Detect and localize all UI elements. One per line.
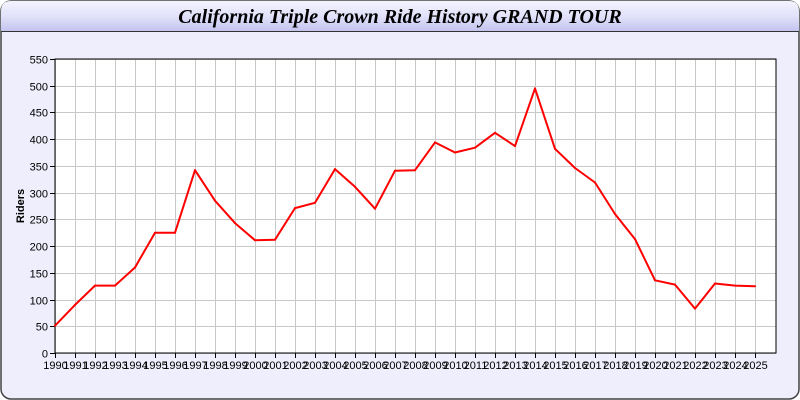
x-tick-label: 2021 xyxy=(663,360,687,372)
data-point xyxy=(554,147,556,150)
x-tick-label: 1992 xyxy=(83,360,107,372)
data-point xyxy=(654,279,656,282)
x-tick-label: 2024 xyxy=(723,360,747,372)
x-tick-label: 2004 xyxy=(323,360,347,372)
data-point xyxy=(134,266,136,269)
data-point xyxy=(194,169,196,172)
x-tick-label: 1993 xyxy=(103,360,127,372)
data-point xyxy=(734,284,736,287)
series-line xyxy=(54,87,756,327)
data-point xyxy=(634,238,636,241)
data-point xyxy=(174,231,176,234)
x-tick-label: 2025 xyxy=(743,360,767,372)
data-point xyxy=(114,284,116,287)
x-tick-label: 2012 xyxy=(483,360,507,372)
plot-border xyxy=(54,58,777,354)
y-tick-label: 50 xyxy=(36,322,48,334)
data-point xyxy=(154,231,156,234)
data-point xyxy=(594,181,596,184)
x-tick-label: 2017 xyxy=(583,360,607,372)
data-point xyxy=(394,169,396,172)
y-tick-label: 200 xyxy=(30,242,48,254)
series-layer xyxy=(54,87,756,327)
x-tick-label: 1997 xyxy=(183,360,207,372)
x-tick-label: 2008 xyxy=(403,360,427,372)
data-point xyxy=(614,213,616,215)
y-tick-label: 300 xyxy=(30,189,48,201)
y-tick-label: 500 xyxy=(30,82,48,94)
x-tick-label: 2001 xyxy=(263,360,287,372)
y-axis: 0 50 100 150 200 250 300 350 400 450 500 550 xyxy=(30,55,55,361)
x-tick-label: 2011 xyxy=(464,360,488,372)
x-tick-label: 1996 xyxy=(163,360,187,372)
y-tick-label: 150 xyxy=(30,269,48,281)
x-tick-label: 1990 xyxy=(43,360,67,372)
x-tick-label: 2023 xyxy=(703,360,727,372)
data-point xyxy=(214,199,216,202)
y-tick-label: 350 xyxy=(30,162,48,174)
data-point xyxy=(694,307,696,310)
grid xyxy=(55,59,776,354)
x-tick-label: 1995 xyxy=(143,360,167,372)
data-point xyxy=(374,207,376,210)
data-point xyxy=(274,238,276,241)
x-tick-label: 2002 xyxy=(283,360,307,372)
x-tick-label: 2020 xyxy=(643,360,667,372)
x-tick-label: 2014 xyxy=(523,360,547,372)
x-tick-label: 1991 xyxy=(63,360,87,372)
data-point xyxy=(494,131,496,134)
title-bar xyxy=(1,1,799,31)
x-axis: 1990199119921993199419951996199719981999… xyxy=(43,353,768,372)
data-point xyxy=(434,141,436,144)
data-point xyxy=(354,185,356,188)
x-tick-label: 2013 xyxy=(503,360,527,372)
x-tick-label: 2010 xyxy=(443,360,467,372)
x-tick-label: 2000 xyxy=(243,360,267,372)
y-tick-label: 400 xyxy=(30,135,48,147)
data-point xyxy=(74,303,76,306)
data-point xyxy=(254,239,256,242)
y-tick-label: 450 xyxy=(30,108,48,120)
data-point xyxy=(574,167,576,169)
x-tick-label: 2005 xyxy=(343,360,367,372)
x-tick-label: 2003 xyxy=(303,360,327,372)
x-tick-label: 1994 xyxy=(123,360,147,372)
y-axis-label: Riders xyxy=(15,189,27,223)
y-tick-label: 0 xyxy=(42,349,48,361)
data-point xyxy=(514,145,516,148)
data-point xyxy=(294,207,296,210)
x-tick-label: 2009 xyxy=(423,360,447,372)
data-point xyxy=(54,324,56,327)
x-tick-label: 2007 xyxy=(383,360,407,372)
y-tick-label: 250 xyxy=(30,215,48,227)
data-point xyxy=(234,222,236,225)
x-tick-label: 2018 xyxy=(603,360,627,372)
x-tick-label: 2016 xyxy=(563,360,587,372)
y-tick-label: 100 xyxy=(30,296,48,308)
data-point xyxy=(334,168,336,171)
x-tick-label: 2019 xyxy=(623,360,647,372)
data-point xyxy=(414,169,416,172)
x-tick-label: 1998 xyxy=(203,360,227,372)
data-point xyxy=(474,146,476,149)
data-point xyxy=(454,151,456,154)
x-tick-label: 1999 xyxy=(223,360,247,372)
x-tick-label: 2022 xyxy=(683,360,707,372)
y-tick-label: 550 xyxy=(30,55,48,67)
data-point xyxy=(314,201,316,204)
chart-title: California Triple Crown Ride History GRA… xyxy=(178,6,621,28)
data-point xyxy=(94,284,96,287)
data-point xyxy=(714,282,716,285)
data-point xyxy=(674,283,676,286)
x-tick-label: 2006 xyxy=(363,360,387,372)
x-tick-label: 2015 xyxy=(543,360,567,372)
data-point xyxy=(754,285,756,288)
data-point xyxy=(534,87,536,90)
